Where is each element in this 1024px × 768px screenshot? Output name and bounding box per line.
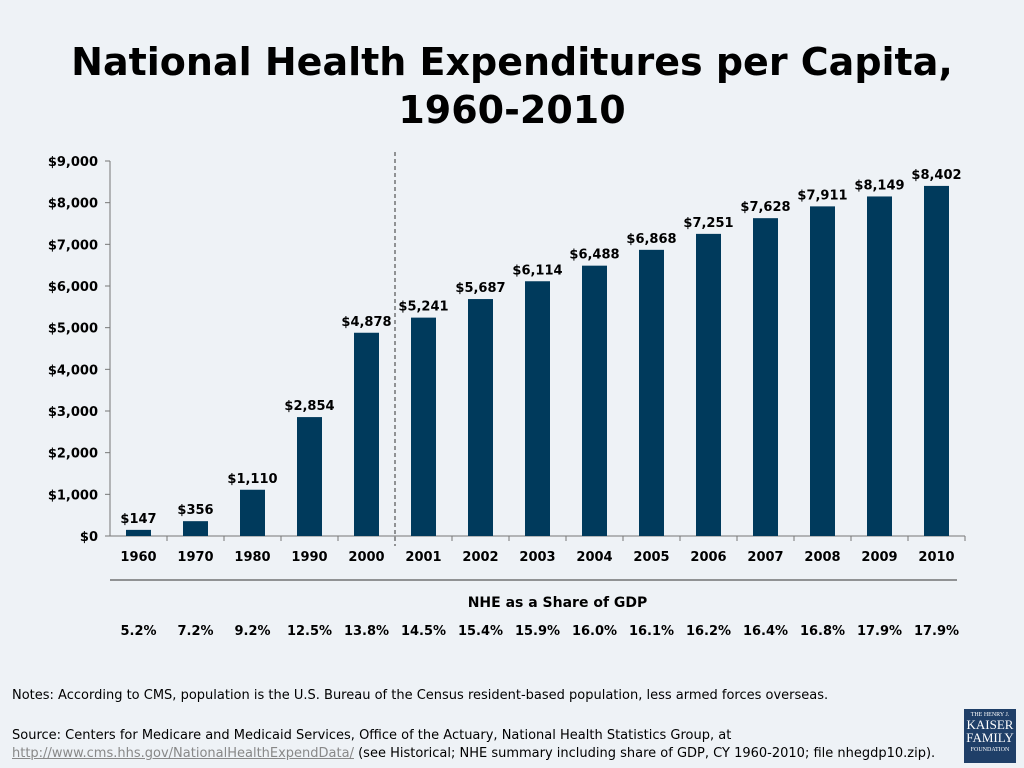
bar-2005 [639, 249, 664, 537]
bar-1980 [240, 489, 265, 536]
source-link[interactable]: http://www.cms.hhs.gov/NationalHealthExp… [12, 746, 354, 761]
bar-2004 [582, 265, 607, 536]
data-label: $7,251 [683, 216, 733, 231]
x-tick-label: 2000 [348, 550, 384, 565]
x-tick-label: 2002 [462, 550, 498, 565]
gdp-share-value: 16.1% [629, 624, 674, 639]
bar-1960 [126, 529, 151, 536]
x-tick-label: 2003 [519, 550, 555, 565]
gdp-share-value: 17.9% [914, 624, 959, 639]
bar-2006 [696, 233, 721, 536]
gdp-share-value: 15.9% [515, 624, 560, 639]
y-tick-label: $3,000 [48, 405, 98, 420]
data-label: $7,628 [740, 200, 790, 215]
y-tick-label: $7,000 [48, 238, 98, 253]
gdp-share-value: 7.2% [177, 624, 213, 639]
y-tick-label: $4,000 [48, 363, 98, 378]
x-tick-label: 1970 [177, 550, 213, 565]
bar-chart: $0 $1,000 $2,000 $3,000 $4,000 $5,000 $6,000 $7… [48, 152, 966, 639]
bar-2002 [468, 299, 493, 536]
x-tick-label: 2006 [690, 550, 726, 565]
notes: Notes: According to CMS, population is t… [12, 688, 829, 703]
bar-2010 [924, 185, 949, 536]
gdp-share-value: 16.2% [686, 624, 731, 639]
data-label: $147 [120, 512, 156, 527]
x-tick-label: 2004 [576, 550, 612, 565]
y-tick-label: $9,000 [48, 155, 98, 170]
source: Source: Centers for Medicare and Medicai… [12, 727, 935, 763]
x-tick-label: 1990 [291, 550, 327, 565]
data-label: $7,911 [797, 188, 847, 203]
y-tick-label: $2,000 [48, 447, 98, 462]
gdp-share-value: 5.2% [120, 624, 156, 639]
kaiser-family-foundation-logo: THE HENRY J. KAISER FAMILY FOUNDATION [964, 709, 1016, 763]
source-text: Source: Centers for Medicare and Medicai… [12, 728, 732, 743]
data-label: $5,687 [455, 281, 505, 296]
source-suffix: (see Historical; NHE summary including s… [353, 746, 936, 761]
x-tick-label: 2007 [747, 550, 783, 565]
gdp-share-value: 16.4% [743, 624, 788, 639]
y-tick-label: $8,000 [48, 197, 98, 212]
bar-1990 [297, 417, 322, 536]
data-label: $6,488 [569, 248, 619, 263]
bar-2009 [867, 196, 892, 537]
x-tick-label: 2001 [405, 550, 441, 565]
gdp-share-value: 16.8% [800, 624, 845, 639]
gdp-share-value: 12.5% [287, 624, 332, 639]
bar-2007 [753, 218, 778, 536]
y-tick-label: $6,000 [48, 280, 98, 295]
chart-title: National Health Expenditures per Capita,… [0, 38, 1024, 134]
gdp-share-value: 14.5% [401, 624, 446, 639]
gdp-share-value: 17.9% [857, 624, 902, 639]
data-label: $2,854 [284, 399, 334, 414]
x-tick-label: 2010 [918, 550, 954, 565]
gdp-share-label: NHE as a Share of GDP [468, 595, 648, 611]
bar-2001 [411, 317, 436, 536]
gdp-share-value: 15.4% [458, 624, 503, 639]
data-label: $8,149 [854, 178, 904, 193]
x-tick-label: 2009 [861, 550, 897, 565]
gdp-share-value: 13.8% [344, 624, 389, 639]
data-label: $356 [177, 503, 213, 518]
x-tick-label: 2008 [804, 550, 840, 565]
y-tick-label: $0 [80, 530, 98, 545]
data-label: $5,241 [398, 300, 448, 315]
data-label: $6,868 [626, 232, 676, 247]
x-tick-label: 1960 [120, 550, 156, 565]
bar-2000 [354, 332, 379, 536]
gdp-share-value: 9.2% [234, 624, 270, 639]
title-line-1: National Health Expenditures per Capita, [71, 40, 953, 84]
y-tick-label: $1,000 [48, 488, 98, 503]
x-tick-label: 2005 [633, 550, 669, 565]
bar-1970 [183, 521, 208, 536]
data-label: $8,402 [911, 168, 961, 183]
data-label: $1,110 [227, 472, 277, 487]
gdp-share-value: 16.0% [572, 624, 617, 639]
title-line-2: 1960-2010 [398, 88, 626, 132]
x-tick-label: 1980 [234, 550, 270, 565]
bar-2003 [525, 281, 550, 536]
y-tick-label: $5,000 [48, 322, 98, 337]
data-label: $4,878 [341, 315, 391, 330]
data-label: $6,114 [512, 263, 562, 278]
bar-2008 [810, 206, 835, 536]
